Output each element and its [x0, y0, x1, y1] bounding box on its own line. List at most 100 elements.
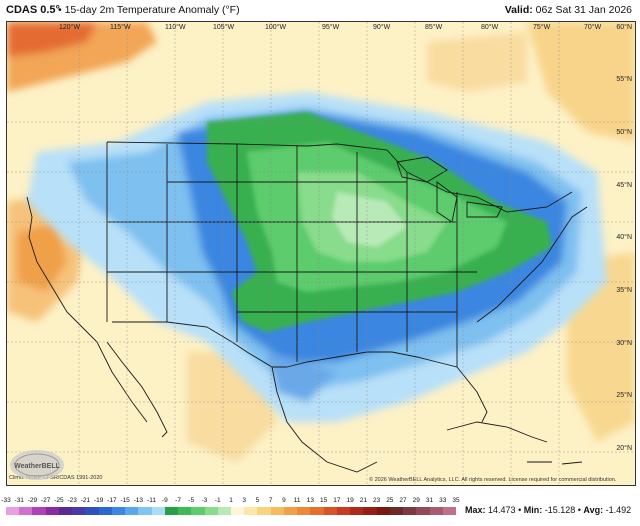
legend-swatch — [45, 507, 59, 515]
legend-swatch — [98, 507, 112, 515]
legend-tick-label: -9 — [161, 497, 168, 504]
legend-swatch — [416, 507, 430, 515]
legend-tick-label: -11 — [147, 497, 157, 504]
legend-tick-label: 5 — [255, 497, 260, 504]
legend-tick-label: 15 — [320, 497, 328, 504]
legend-tick-label: -31 — [14, 497, 24, 504]
legend-tick-label: 13 — [306, 497, 315, 504]
legend-swatch — [389, 507, 404, 515]
legend-tick-label: 29 — [412, 497, 420, 504]
legend-tick-label: -21 — [80, 497, 91, 504]
legend-tick-label: -25 — [54, 497, 64, 504]
lat-label-45n: 45°N — [616, 182, 632, 189]
legend-tick-label: 7 — [268, 497, 273, 504]
legend-swatch — [125, 507, 139, 515]
lon-label-80w: 80°W — [481, 24, 499, 31]
legend-swatch — [6, 507, 20, 515]
lat-label-20n: 20°N — [616, 445, 632, 452]
legend-swatch — [363, 507, 377, 515]
legend-tick-label: 35 — [452, 497, 460, 504]
legend-tick-label: -1 — [214, 497, 221, 504]
lon-label-115w: 115°W — [110, 24, 131, 31]
legend-swatch — [111, 507, 126, 515]
legend-tick-label: 3 — [242, 497, 247, 504]
lon-label-85w: 85°W — [425, 24, 443, 31]
legend-tick-label: -29 — [27, 497, 38, 504]
legend-tick-label: 31 — [425, 497, 434, 504]
legend-swatch — [151, 507, 165, 515]
legend-swatch — [323, 507, 337, 515]
anomaly-map: 120°W 115°W 110°W 105°W 100°W 95°W 90°W … — [6, 21, 636, 486]
legend-tick-label: -7 — [175, 497, 181, 504]
legend-tick-label: -27 — [41, 497, 51, 504]
lat-label-35n: 35°N — [616, 287, 632, 294]
lon-label-120w: 120°W — [59, 24, 81, 31]
valid-value: 06z Sat 31 Jan 2026 — [535, 4, 632, 16]
legend-tick-label: -3 — [201, 497, 208, 504]
legend-tick-label: -23 — [67, 497, 77, 504]
legend-swatch — [58, 507, 73, 515]
lat-label-30n: 30°N — [616, 340, 632, 347]
legend-tick-label: 27 — [399, 497, 407, 504]
lon-label-100w: 100°W — [265, 24, 287, 31]
weatherbell-logo: WeatherBELL — [8, 448, 66, 482]
legend-swatch — [336, 507, 351, 515]
legend-swatch — [310, 507, 324, 515]
legend-swatch — [257, 507, 271, 515]
valid-time: Valid: 06z Sat 31 Jan 2026 — [505, 4, 632, 16]
avg-label: Avg: — [583, 505, 604, 515]
svg-text:WeatherBELL: WeatherBELL — [14, 463, 60, 470]
lon-label-90w: 90°W — [373, 24, 391, 31]
lon-label-95w: 95°W — [322, 24, 340, 31]
max-value: 14.473 — [488, 505, 516, 515]
legend-swatch — [350, 507, 364, 515]
copyright: © 2026 WeatherBELL Analytics, LLC. All r… — [369, 477, 617, 483]
legend-tick-labels: -33 -31 -29 -27 -25 -23 -21 -19 -17 -15 -13 -11 -9 -7… — [1, 497, 462, 506]
min-value: -15.128 — [544, 505, 576, 515]
valid-label: Valid: — [504, 4, 533, 16]
legend-swatch — [442, 507, 456, 515]
header: CDAS 0.5° • 15-day 2m Temperature Anomal… — [0, 0, 640, 20]
map-field — [7, 22, 635, 485]
legend-swatch — [85, 507, 99, 515]
legend-swatch — [297, 507, 311, 515]
lon-label-110w: 110°W — [165, 24, 186, 31]
legend-tick-label: 9 — [282, 497, 286, 504]
lat-label-40n: 40°N — [616, 234, 632, 241]
legend-swatch — [403, 507, 417, 515]
min-label: Min: — [523, 505, 543, 515]
legend-tick-label: 33 — [439, 497, 447, 504]
avg-value: -1.492 — [605, 505, 632, 515]
legend-swatch — [19, 507, 33, 515]
legend-swatch — [138, 507, 152, 515]
legend-tick-label: 21 — [359, 497, 367, 504]
legend-swatch — [191, 507, 205, 515]
legend-tick-label: -33 — [1, 497, 11, 504]
legend-swatch — [217, 507, 231, 515]
legend-tick-label: 23 — [372, 497, 381, 504]
lat-label-25n: 25°N — [616, 392, 632, 399]
legend-color-bar — [6, 507, 456, 515]
logo-graphic: WeatherBELL — [10, 450, 64, 480]
max-label: Max: — [465, 505, 486, 515]
legend-swatch — [376, 507, 390, 515]
legend-tick-label: 1 — [229, 497, 233, 504]
legend-swatch — [429, 507, 443, 515]
legend-swatch — [283, 507, 298, 515]
legend-swatch — [72, 507, 86, 515]
lat-label-60n: 60°N — [616, 24, 632, 31]
lon-label-75w: 75°W — [533, 24, 551, 31]
chart-subtitle: • 15-day 2m Temperature Anomaly (°F) — [58, 4, 240, 16]
field-stats: Max: 14.473 • Min: -15.128 • Avg: -1.492 — [465, 505, 632, 515]
legend-tick-label: 17 — [333, 497, 341, 504]
legend-swatch — [32, 507, 46, 515]
lat-label-55n: 55°N — [616, 76, 632, 83]
legend-tick-label: 11 — [293, 497, 301, 504]
legend-tick-label: -5 — [188, 497, 195, 504]
legend-tick-label: -15 — [120, 497, 130, 504]
legend-swatch — [230, 507, 245, 515]
legend-swatch — [178, 507, 192, 515]
legend-tick-label: -17 — [107, 497, 117, 504]
legend-tick-label: -19 — [93, 497, 104, 504]
lat-label-50n: 50°N — [616, 129, 632, 136]
